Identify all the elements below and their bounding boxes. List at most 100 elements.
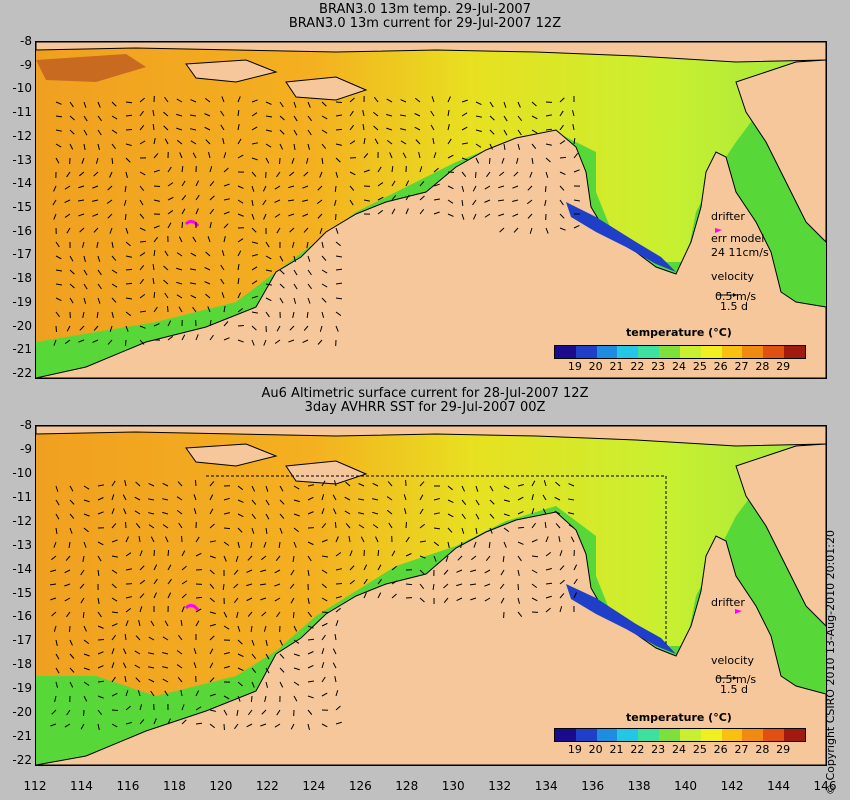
current-vector: [403, 494, 407, 501]
current-vector: [83, 681, 90, 686]
current-vector: [237, 653, 244, 658]
current-vector: [237, 499, 244, 503]
current-vector: [293, 143, 296, 150]
current-vector: [388, 522, 393, 529]
x-tick-label: 130: [441, 779, 465, 793]
y-tick-label: -15: [12, 585, 32, 600]
velocity-time-label: 1.5 d: [720, 300, 748, 313]
current-vector: [52, 199, 57, 206]
current-vector: [192, 236, 197, 243]
current-vector: [276, 709, 281, 716]
current-vector: [80, 569, 85, 576]
current-vector: [559, 199, 564, 206]
current-vector: [414, 113, 421, 117]
colorbar-swatch: [700, 346, 722, 358]
current-vector: [55, 157, 60, 164]
current-vector: [176, 294, 183, 299]
current-vector: [363, 592, 367, 599]
current-vector: [125, 705, 131, 711]
current-vector: [53, 625, 57, 632]
current-vector: [389, 152, 393, 159]
y-tick-label: -17: [12, 633, 32, 648]
current-vector: [265, 269, 272, 272]
current-vector: [83, 499, 90, 503]
current-vector: [305, 157, 309, 164]
current-vector: [153, 291, 156, 299]
y-tick-label: -16: [12, 223, 32, 238]
current-vector: [69, 499, 75, 505]
current-vector: [262, 185, 267, 192]
current-vector: [443, 583, 449, 589]
current-vector: [289, 171, 295, 177]
current-vector: [64, 339, 71, 344]
current-vector: [335, 552, 342, 557]
current-vector: [472, 185, 477, 192]
current-vector: [153, 169, 160, 173]
current-vector: [66, 325, 71, 332]
current-vector: [405, 180, 410, 187]
current-vector: [545, 114, 552, 117]
current-vector: [307, 511, 314, 515]
current-vector: [265, 311, 270, 318]
current-vector: [470, 597, 477, 601]
current-vector: [545, 607, 551, 613]
current-vector: [265, 639, 268, 646]
current-vector: [223, 512, 230, 515]
current-vector: [377, 196, 384, 201]
current-vector: [69, 115, 75, 121]
current-vector: [209, 569, 215, 575]
current-vector: [109, 325, 113, 332]
current-vector: [335, 536, 339, 543]
current-vector: [125, 721, 132, 725]
current-vector: [97, 665, 104, 669]
current-vector: [111, 101, 117, 107]
current-vector: [419, 481, 425, 487]
current-vector: [471, 555, 477, 561]
current-vector: [372, 524, 379, 529]
current-vector: [135, 481, 141, 487]
current-vector: [503, 499, 510, 502]
current-vector: [419, 494, 424, 501]
current-vector: [419, 597, 425, 603]
current-vector: [153, 153, 159, 159]
current-vector: [461, 112, 468, 117]
current-vector: [358, 512, 365, 515]
colorbar-tick-label: 23: [651, 360, 666, 373]
current-vector: [262, 199, 267, 206]
current-vector: [433, 183, 440, 187]
current-vector: [55, 143, 62, 148]
current-vector: [153, 592, 157, 599]
colorbar-swatch: [555, 729, 576, 741]
colorbar-tick-label: 23: [651, 743, 666, 756]
current-vector: [265, 653, 270, 660]
current-vector: [125, 241, 131, 247]
current-vector: [419, 208, 425, 215]
current-vector: [50, 569, 57, 573]
current-vector: [274, 185, 281, 190]
current-vector: [517, 115, 523, 122]
y-tick-label: -9: [20, 57, 32, 72]
current-vector: [223, 665, 230, 669]
y-tick-label: -13: [12, 152, 32, 167]
current-vector: [54, 695, 57, 702]
current-vector: [293, 653, 300, 657]
current-vector: [69, 681, 74, 688]
current-vector: [264, 695, 267, 702]
current-vector: [209, 222, 212, 229]
colorbar-tick-label: 24: [672, 743, 686, 756]
current-vector: [209, 709, 216, 712]
current-vector: [237, 485, 244, 491]
current-vector: [400, 114, 407, 117]
current-vector: [49, 583, 57, 586]
current-vector: [461, 485, 465, 492]
current-vector: [344, 496, 351, 501]
current-vector: [386, 98, 393, 103]
current-vector: [293, 541, 297, 548]
current-vector: [83, 101, 87, 108]
colorbar-tick-label: 22: [630, 360, 645, 373]
current-vector: [139, 719, 145, 725]
current-vector: [178, 236, 183, 243]
current-vector: [233, 597, 239, 604]
current-vector: [122, 648, 127, 655]
current-vector: [109, 227, 113, 234]
